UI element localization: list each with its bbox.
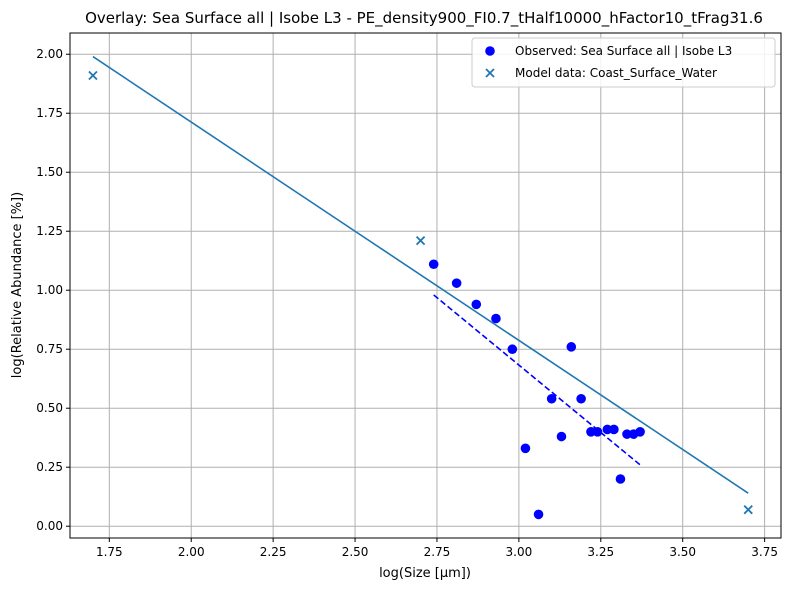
x-tick-label: 3.00: [506, 545, 533, 559]
x-tick-label: 2.75: [424, 545, 451, 559]
point-layer: [88, 70, 753, 520]
y-tick-label: 0.25: [36, 460, 63, 474]
x-tick-label: 3.75: [751, 545, 778, 559]
observed-point: [592, 427, 603, 437]
legend-x-marker: [485, 68, 495, 78]
x-tick-label: 2.00: [178, 545, 205, 559]
x-tick-label: 2.50: [342, 545, 369, 559]
y-tick-label: 1.25: [36, 224, 63, 238]
x-tick-label: 1.75: [96, 545, 123, 559]
observed-point: [520, 443, 531, 454]
observed-point: [556, 431, 567, 442]
y-tick-label: 0.75: [36, 342, 63, 356]
observed-point: [533, 509, 544, 520]
observed-point: [635, 427, 645, 437]
chart-title: Overlay: Sea Surface all | Isobe L3 - PE…: [85, 9, 763, 28]
grid-layer: [70, 33, 781, 538]
observed-point: [471, 299, 482, 310]
observed-point: [576, 393, 586, 404]
model-fit-line: [92, 55, 749, 494]
legend-circle-marker: [485, 46, 495, 56]
tick-layer: 1.75 2.00 2.25 2.50 2.75 3.00 3.25 3.50 3.75 0.00…: [36, 47, 778, 559]
legend: Observed: Sea Surface all | Isobe L3 Mod…: [471, 37, 776, 88]
observed-point: [491, 313, 501, 324]
model-point: [88, 70, 98, 81]
x-axis-label: log(Size [µm]): [379, 566, 471, 581]
y-tick-label: 1.00: [36, 283, 63, 297]
plot-frame: [69, 32, 782, 539]
legend-label-observed: Observed: Sea Surface all | Isobe L3: [515, 44, 732, 58]
line-layer: [92, 55, 749, 494]
x-tick-label: 3.25: [587, 545, 614, 559]
observed-point: [609, 424, 619, 435]
model-point: [743, 505, 753, 515]
y-tick-label: 1.50: [36, 165, 63, 179]
legend-label-model: Model data: Coast_Surface_Water: [515, 66, 717, 80]
observed-point: [546, 393, 557, 404]
y-tick-label: 0.00: [36, 519, 63, 533]
observed-point: [615, 474, 626, 484]
x-tick-label: 3.50: [669, 545, 696, 559]
y-axis-label: log(Relative Abundance [%]): [10, 192, 25, 378]
observed-point: [566, 342, 577, 352]
legend-marker-model: [485, 68, 495, 78]
x-tick-label: 2.25: [260, 545, 287, 559]
observed-point: [507, 344, 518, 355]
y-tick-label: 2.00: [36, 47, 63, 61]
legend-marker-observed: [485, 46, 495, 56]
observed-point: [451, 278, 462, 288]
legend-box: [471, 37, 776, 88]
observed-point: [428, 259, 439, 270]
model-point: [415, 236, 426, 246]
y-tick-label: 1.75: [36, 106, 63, 120]
y-tick-label: 0.50: [36, 401, 63, 415]
